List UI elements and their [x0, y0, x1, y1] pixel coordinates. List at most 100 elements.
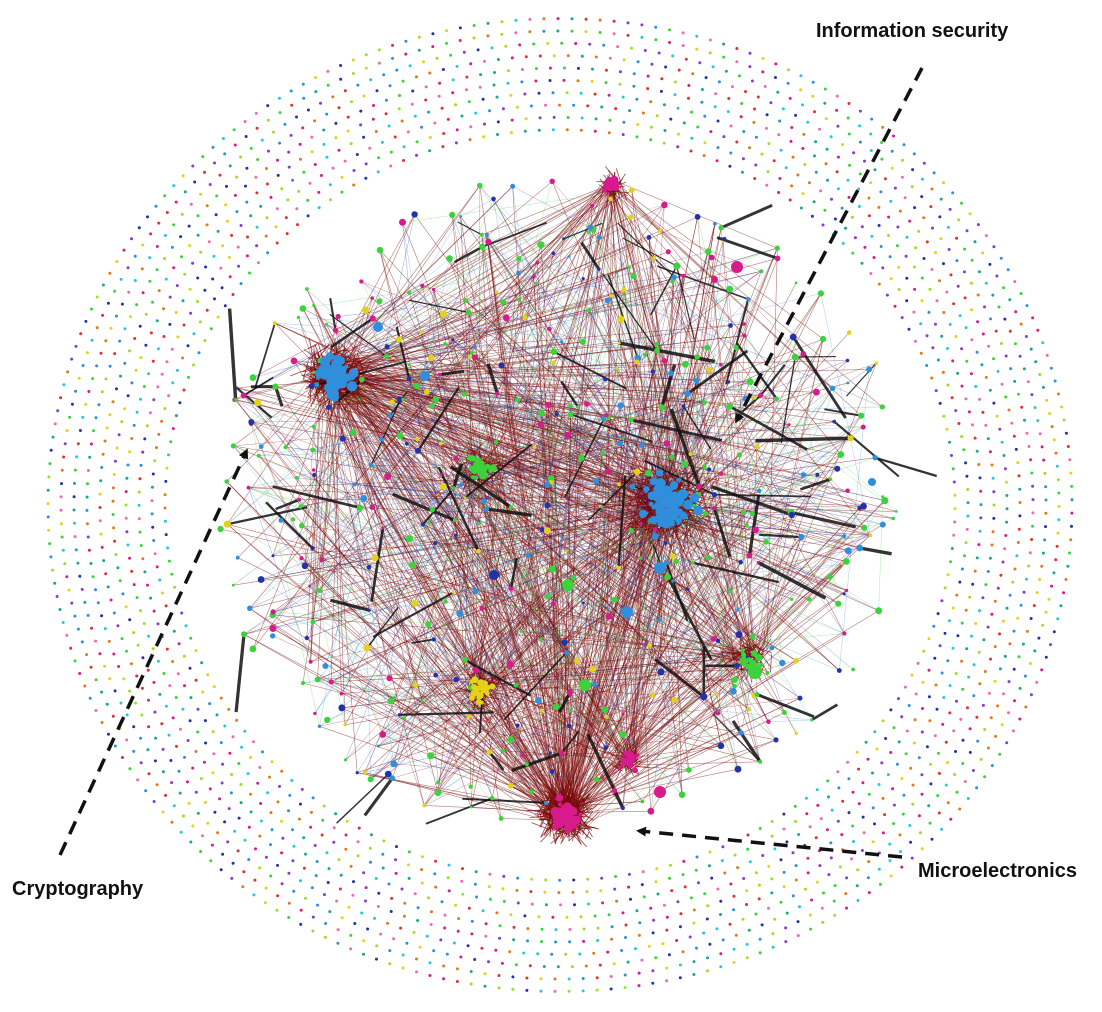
- graph-edge: [581, 679, 736, 833]
- graph-node: [793, 658, 799, 664]
- isolated-node: [582, 927, 586, 931]
- graph-node: [465, 309, 472, 316]
- isolated-node: [779, 858, 783, 862]
- graph-edge: [370, 464, 637, 770]
- isolated-node: [255, 244, 259, 248]
- strong-edge: [464, 658, 531, 697]
- isolated-node: [416, 906, 420, 910]
- isolated-node: [355, 153, 359, 156]
- isolated-node: [170, 245, 174, 249]
- isolated-node: [667, 953, 671, 957]
- isolated-node: [181, 299, 185, 303]
- graph-edge: [309, 441, 497, 587]
- isolated-node: [1010, 421, 1014, 425]
- graph-edge: [632, 750, 634, 754]
- isolated-node: [937, 751, 940, 755]
- graph-edge: [625, 536, 845, 757]
- isolated-node: [867, 792, 871, 796]
- graph-edge: [319, 176, 610, 591]
- isolated-node: [526, 927, 530, 931]
- isolated-node: [401, 966, 405, 970]
- graph-edge: [443, 313, 760, 647]
- strong-edge: [759, 363, 786, 397]
- isolated-node: [434, 859, 438, 863]
- isolated-node: [168, 684, 172, 688]
- isolated-node: [128, 689, 131, 693]
- isolated-node: [67, 588, 71, 592]
- isolated-node: [69, 646, 73, 650]
- isolated-node: [1014, 310, 1018, 314]
- isolated-node: [1019, 292, 1023, 295]
- isolated-node: [861, 781, 865, 785]
- isolated-node: [739, 115, 743, 119]
- isolated-node: [130, 437, 134, 440]
- isolated-node: [87, 548, 91, 552]
- isolated-node: [676, 900, 680, 904]
- isolated-node: [960, 201, 963, 205]
- graph-edge: [614, 189, 620, 196]
- isolated-node: [132, 583, 136, 587]
- graph-edge: [382, 700, 539, 735]
- isolated-node: [400, 119, 404, 123]
- isolated-node: [334, 121, 338, 125]
- isolated-node: [189, 202, 193, 206]
- isolated-node: [75, 455, 79, 459]
- isolated-node: [364, 53, 368, 57]
- graph-edge: [662, 514, 840, 671]
- isolated-node: [46, 502, 50, 506]
- isolated-node: [729, 124, 733, 128]
- isolated-node: [858, 109, 862, 113]
- graph-edge: [470, 464, 494, 808]
- isolated-node: [445, 29, 448, 33]
- isolated-node: [65, 633, 69, 637]
- graph-edge: [598, 268, 683, 795]
- graph-edge: [537, 262, 883, 408]
- isolated-node: [1023, 674, 1027, 678]
- isolated-node: [413, 114, 417, 118]
- isolated-node: [287, 165, 291, 169]
- graph-edge: [473, 478, 831, 696]
- graph-node: [758, 759, 763, 764]
- isolated-node: [518, 43, 522, 47]
- isolated-node: [213, 161, 216, 165]
- isolated-node: [983, 728, 987, 731]
- isolated-node: [598, 31, 602, 34]
- isolated-node: [140, 686, 144, 690]
- graph-edge: [552, 832, 556, 843]
- isolated-node: [163, 506, 167, 510]
- graph-edge: [312, 422, 337, 623]
- isolated-node: [784, 166, 788, 170]
- graph-node: [296, 315, 300, 319]
- isolated-node: [382, 839, 386, 843]
- isolated-node: [542, 17, 546, 21]
- graph-edge: [234, 399, 551, 754]
- isolated-node: [148, 411, 152, 415]
- graph-edge: [378, 599, 615, 747]
- isolated-node: [754, 871, 758, 875]
- isolated-node: [78, 672, 82, 675]
- isolated-node: [818, 127, 821, 131]
- isolated-node: [790, 184, 794, 188]
- isolated-node: [1024, 705, 1028, 709]
- isolated-node: [1017, 474, 1021, 478]
- graph-edge: [479, 185, 812, 721]
- isolated-node: [111, 486, 115, 490]
- isolated-node: [905, 729, 909, 733]
- isolated-node: [1002, 692, 1005, 696]
- isolated-node: [881, 831, 885, 835]
- peripheral-isolated-nodes: [46, 17, 1074, 993]
- isolated-node: [681, 873, 685, 877]
- graph-edge: [314, 474, 565, 643]
- isolated-node: [584, 30, 588, 34]
- isolated-node: [836, 770, 840, 774]
- graph-edge: [614, 194, 661, 232]
- isolated-node: [982, 638, 986, 642]
- graph-edge: [345, 323, 745, 760]
- isolated-node: [359, 109, 363, 113]
- graph-edge: [531, 822, 548, 830]
- graph-edge: [602, 298, 749, 453]
- isolated-node: [996, 586, 1000, 590]
- isolated-node: [742, 877, 746, 880]
- graph-edge: [707, 347, 885, 501]
- isolated-node: [1000, 723, 1004, 727]
